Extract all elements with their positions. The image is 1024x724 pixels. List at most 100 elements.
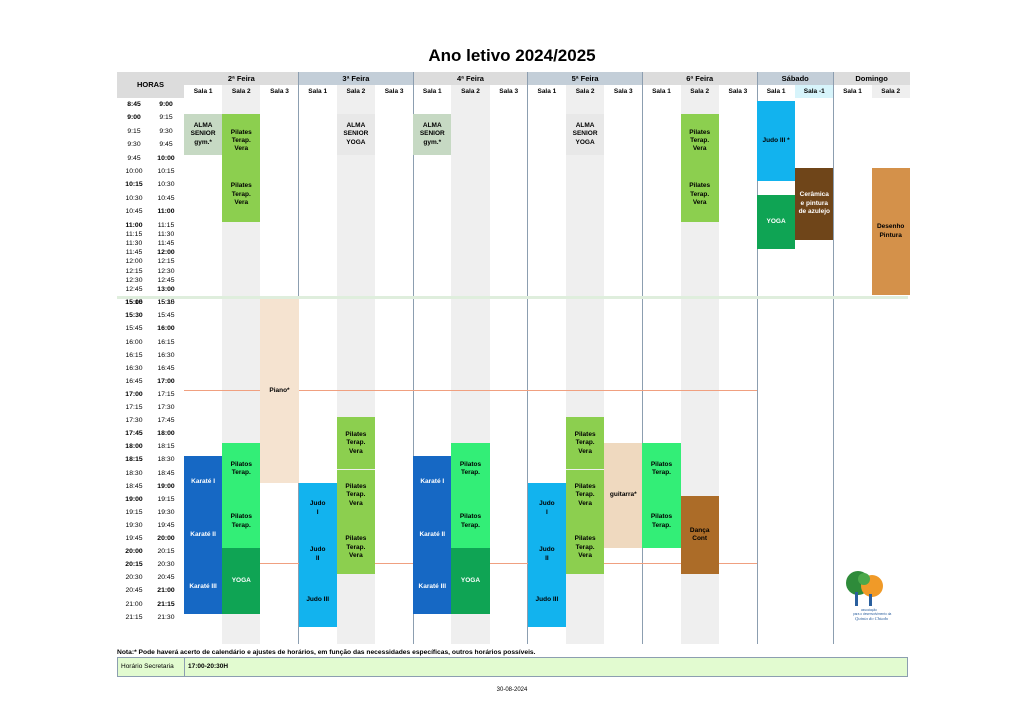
association-logo: associação para o desenvolvimento da Qui… [841, 570, 899, 622]
room-header: Sala 2 [222, 85, 261, 98]
time-end: 18:15 [157, 443, 175, 451]
activity-block: Pilatos Terap. [451, 495, 490, 549]
time-start: 15:30 [125, 312, 143, 320]
activity-block: Judo I [298, 482, 337, 535]
activity-block: Judo III * [757, 101, 796, 182]
time-end: 10:45 [157, 194, 175, 202]
time-start: 9:30 [127, 141, 141, 149]
activity-block: Judo II [298, 535, 337, 575]
time-start: 12:45 [125, 286, 143, 293]
activity-block: Pilates Terap. Vera [336, 417, 375, 470]
time-start: 8:45 [127, 101, 141, 108]
svg-text:associação: associação [861, 608, 877, 612]
time-start: 20:45 [125, 587, 143, 595]
time-end: 17:00 [157, 377, 175, 385]
day-separator [641, 72, 643, 644]
time-start: 10:15 [125, 181, 143, 189]
day-header: 3ª Feira [298, 72, 414, 85]
activity-block: Karaté II [413, 508, 452, 562]
time-end: 18:00 [157, 430, 175, 438]
page-title: Ano letivo 2024/2025 [428, 46, 596, 65]
time-start: 16:45 [125, 377, 143, 385]
time-start: 17:15 [125, 404, 143, 411]
time-end: 16:45 [157, 364, 175, 372]
footer-date: 30-08-2024 [496, 687, 528, 693]
room-header: Sala 1 [757, 85, 796, 98]
time-start: 19:45 [125, 535, 143, 542]
activity-block: Pilatos Terap. [451, 443, 490, 496]
time-end: 20:45 [157, 574, 175, 582]
time-end: 15:30 [157, 299, 175, 307]
activity-block: Karaté III [184, 561, 223, 614]
time-end: 13:00 [157, 286, 175, 293]
activity-block: Cerâmica e pintura de azulejo [795, 168, 834, 240]
day-separator [412, 72, 414, 644]
time-start: 11:30 [125, 240, 143, 247]
room-header: Sala 3 [260, 85, 299, 98]
time-start: 9:45 [127, 154, 141, 162]
activity-block: Karaté III [413, 561, 452, 614]
time-start: 12:00 [125, 258, 143, 266]
activity-block: Pilatos Terap. [222, 443, 261, 496]
room-header: Sala 2 [336, 85, 375, 98]
time-end: 20:30 [157, 561, 175, 569]
time-end: 15:45 [157, 312, 175, 320]
time-start: 10:30 [125, 194, 143, 202]
time-start: 15:00 [125, 299, 143, 307]
time-end: 12:00 [157, 249, 175, 257]
room-header: Sala 1 [527, 85, 566, 98]
activity-block: Pilatos Terap. [642, 495, 681, 549]
time-start: 15:15 [125, 299, 143, 307]
time-end: 21:30 [157, 613, 175, 621]
schedule-grid: HORAS 2ª Feira Sala 1 Sala 2 Sala 3 3ª Feira S… [117, 72, 910, 644]
time-end: 19:45 [157, 521, 175, 529]
time-end: 9:45 [159, 141, 173, 149]
time-start: 12:30 [125, 276, 143, 284]
day-header: Domingo [833, 72, 910, 85]
activity-block: Pilatos Terap. [642, 443, 681, 496]
time-end: 10:30 [157, 181, 175, 189]
time-start: 18:30 [125, 469, 143, 477]
time-end: 19:00 [157, 482, 175, 490]
activity-block: Karaté I [184, 456, 223, 509]
time-end: 18:45 [157, 469, 175, 477]
lunch-divider [117, 296, 908, 300]
secretaria-label: Horário Secretaria [118, 658, 185, 676]
time-start: 20:00 [125, 548, 143, 556]
room-header: Sala 1 [298, 85, 337, 98]
activity-block: ALMA SENIOR YOGA [566, 114, 605, 155]
room-header: Sala 1 [184, 85, 223, 98]
time-end: 17:15 [157, 390, 175, 398]
room-header: Sala -1 [795, 85, 834, 98]
room-header: Sala 1 [413, 85, 452, 98]
day-header: 2ª Feira [184, 72, 299, 85]
day-separator [527, 72, 529, 644]
time-end: 18:30 [157, 456, 175, 464]
activity-block: YOGA [757, 194, 796, 250]
time-start: 16:30 [125, 364, 143, 372]
activity-block: Pilates Terap. Vera [566, 417, 605, 470]
time-start: 16:15 [125, 351, 143, 359]
time-start: 10:00 [125, 168, 143, 175]
time-start: 11:00 [125, 221, 143, 229]
time-end: 21:00 [157, 587, 175, 595]
time-end: 21:15 [157, 600, 175, 608]
activity-block: Pilatos Terap. [222, 495, 261, 549]
time-start: 11:15 [125, 230, 143, 238]
activity-block: Pilates Terap. Vera [566, 521, 605, 575]
activity-block: Desenho Pintura [871, 168, 910, 296]
time-end: 10:00 [157, 154, 175, 162]
secretaria-value: 17:00-20:30H [188, 663, 229, 670]
room-header: Sala 2 [566, 85, 605, 98]
room-header: Sala 2 [451, 85, 490, 98]
day-header: 5ª Feira [527, 72, 643, 85]
day-header: 6ª Feira [642, 72, 757, 85]
activity-block: ALMA SENIOR YOGA [336, 114, 375, 155]
room-header: Sala 1 [642, 85, 681, 98]
time-end: 11:00 [157, 208, 175, 216]
schedule-note: Nota:* Pode haverá acerto de calendário … [117, 649, 536, 656]
reference-line [184, 389, 757, 391]
time-end: 20:00 [157, 535, 175, 542]
time-end: 17:30 [157, 404, 175, 411]
time-start: 12:15 [125, 267, 143, 275]
